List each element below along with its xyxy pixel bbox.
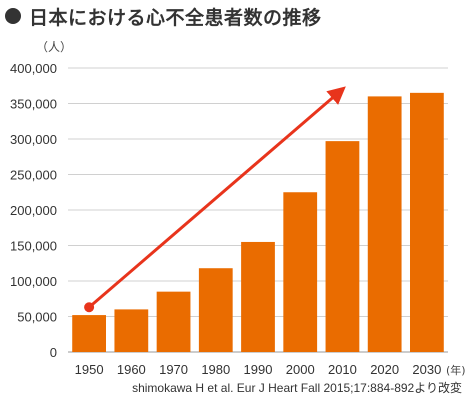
source-citation: shimokawa H et al. Eur J Heart Fall 2015… <box>132 381 462 395</box>
bar <box>410 92 444 352</box>
chart-title: 日本における心不全患者数の推移 <box>29 6 322 29</box>
bar <box>198 268 233 352</box>
y-tick-label: 50,000 <box>17 310 57 325</box>
x-tick-label: 1950 <box>75 362 104 377</box>
bar <box>325 141 360 352</box>
x-tick-label: 1980 <box>201 362 230 377</box>
x-tick-label: 2030 <box>412 362 441 377</box>
y-tick-label: 150,000 <box>10 239 57 254</box>
bar <box>114 309 149 352</box>
chart-header: 日本における心不全患者数の推移 <box>5 3 322 29</box>
x-tick-label: 1960 <box>117 362 146 377</box>
trend-arrow-start-dot <box>84 302 95 313</box>
y-tick-label: 300,000 <box>10 132 57 147</box>
trend-arrow <box>88 86 346 309</box>
x-tick-label: 1990 <box>244 362 273 377</box>
y-axis-unit: （人） <box>36 40 73 54</box>
y-tick-label: 350,000 <box>10 97 57 112</box>
x-tick-label: 2020 <box>370 362 399 377</box>
x-axis-unit: (年) <box>446 363 466 377</box>
y-tick-label: 400,000 <box>10 61 57 76</box>
bar <box>367 96 402 353</box>
bar <box>156 291 191 352</box>
bar <box>72 315 106 352</box>
y-tick-label: 250,000 <box>10 168 57 183</box>
bullet-icon <box>5 8 21 24</box>
y-tick-label: 100,000 <box>10 274 57 289</box>
x-tick-label: 2000 <box>286 362 315 377</box>
x-tick-label: 1970 <box>159 362 188 377</box>
x-tick-label: 2010 <box>328 362 357 377</box>
y-tick-label: 200,000 <box>10 203 57 218</box>
bar <box>241 241 275 352</box>
y-tick-label: 0 <box>50 345 57 360</box>
bar <box>283 192 318 352</box>
